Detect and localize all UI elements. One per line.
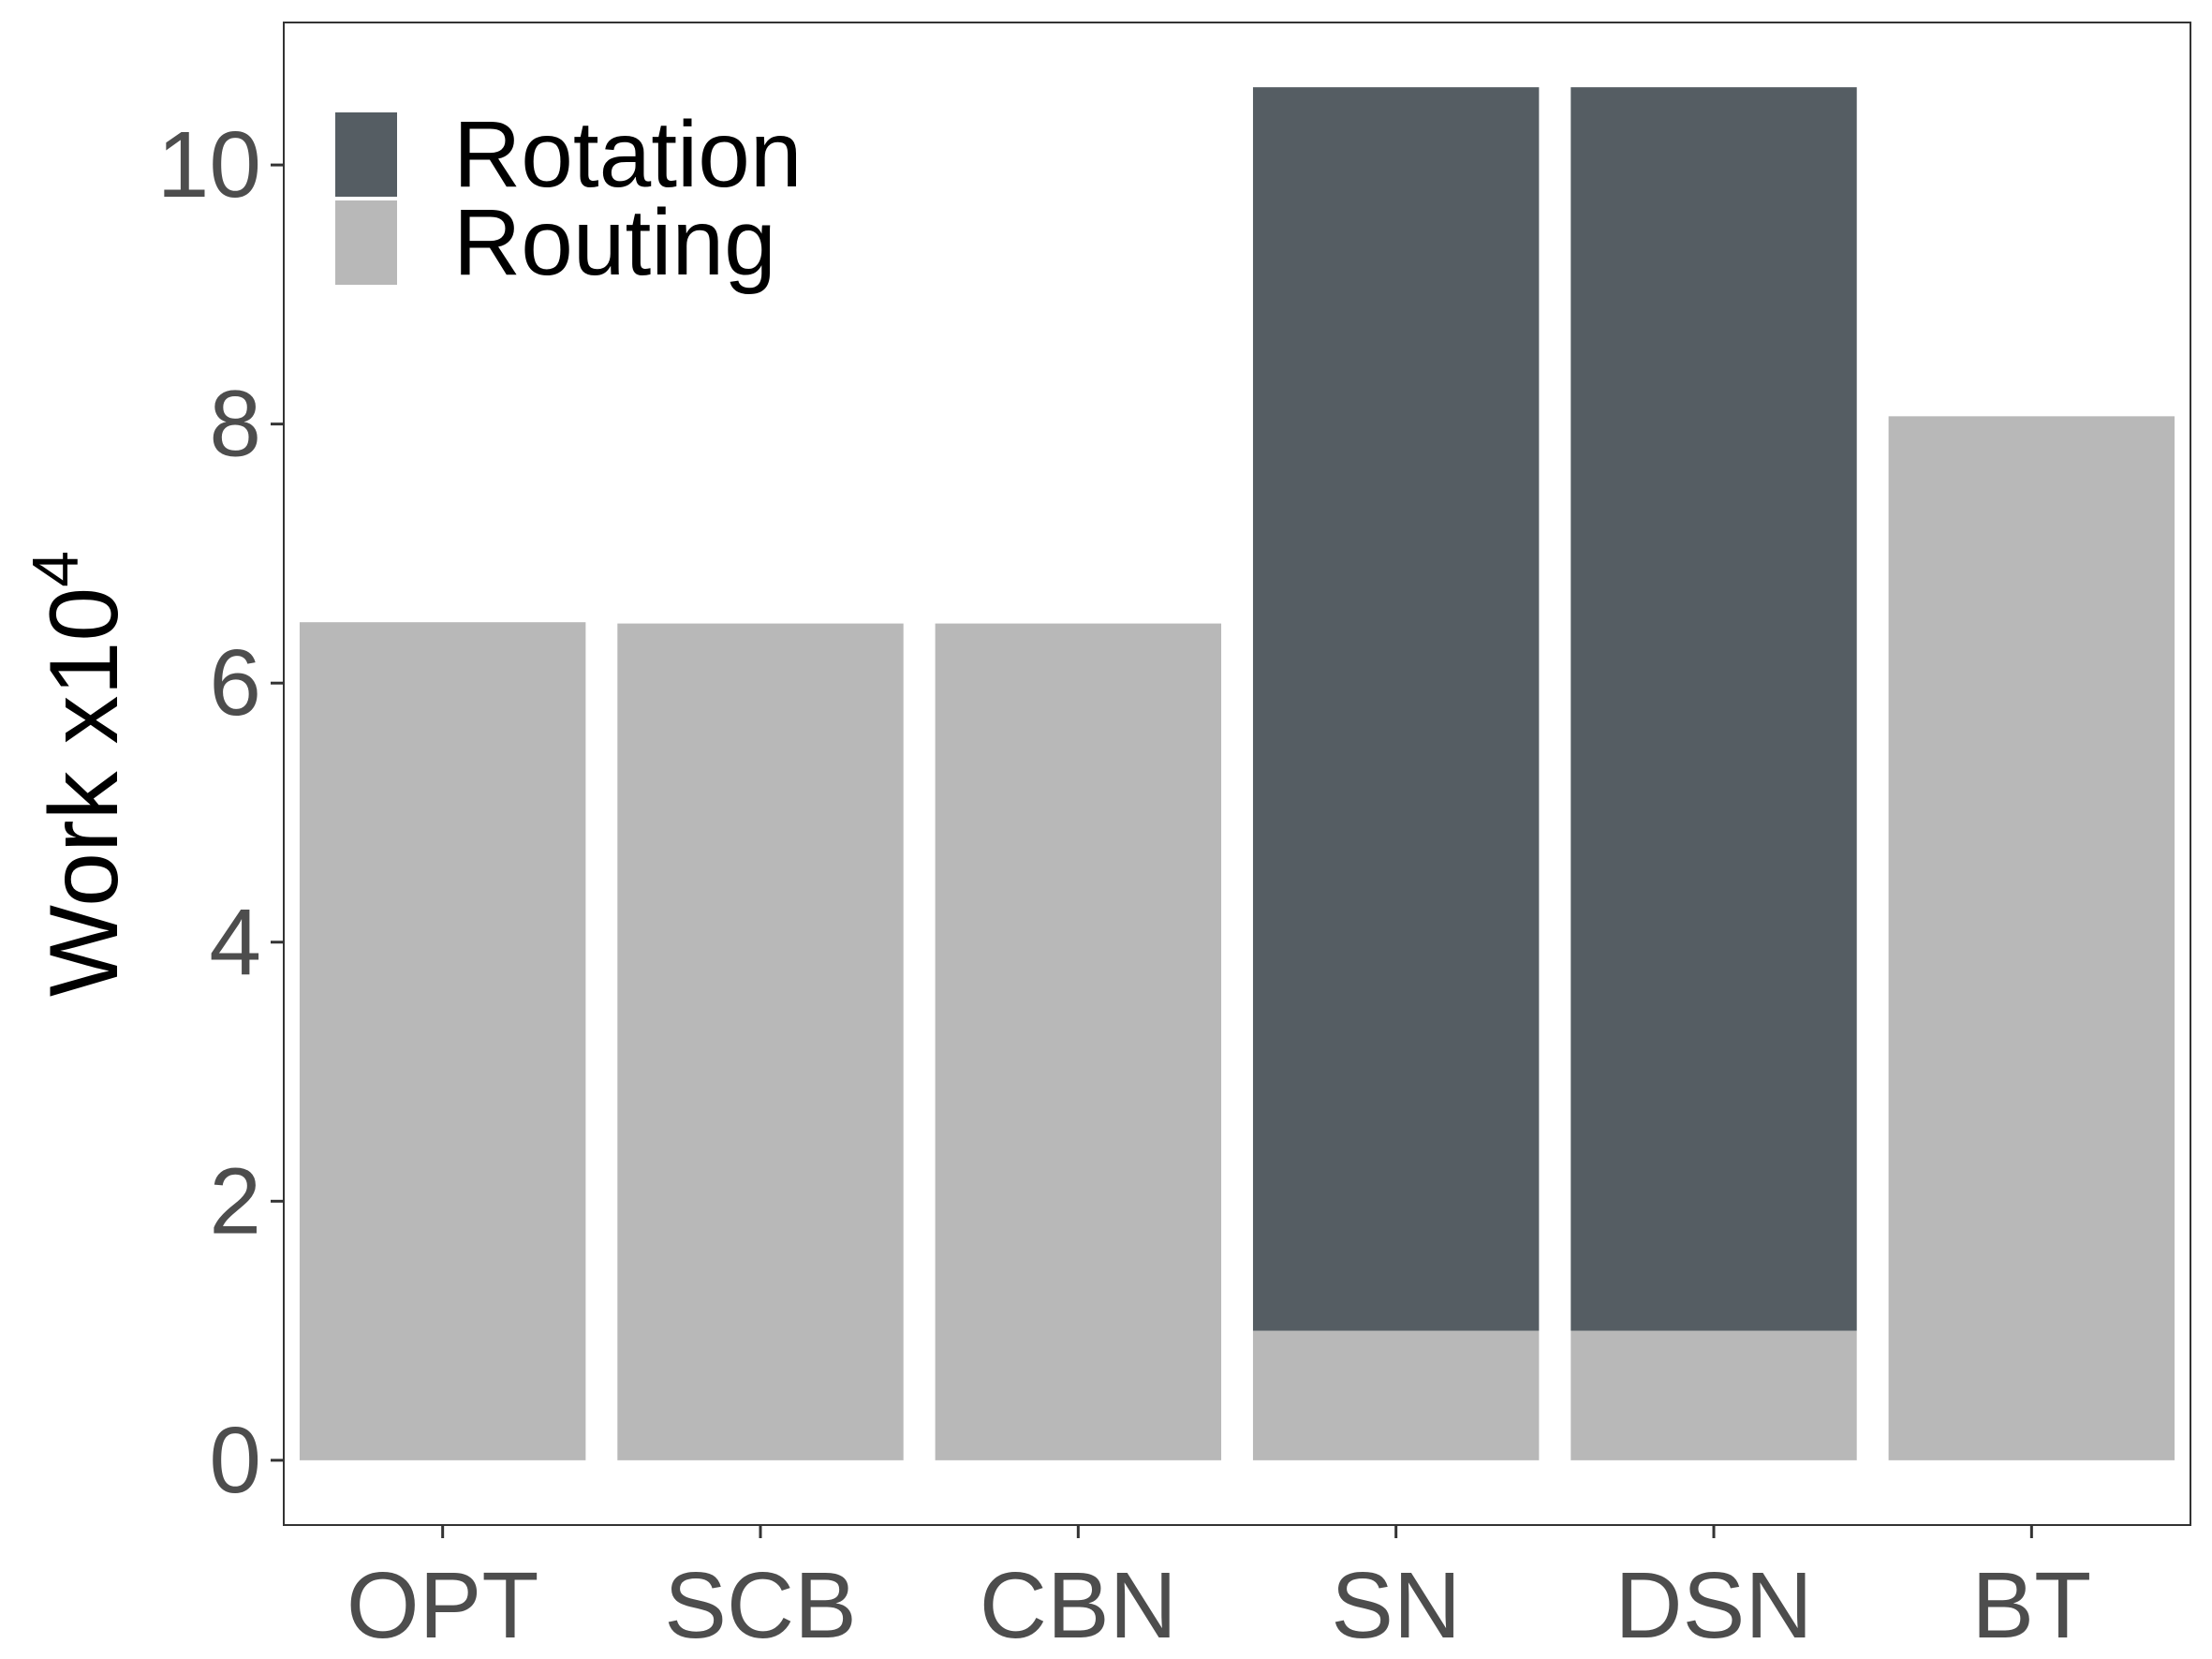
bar-routing-cbn [935, 623, 1222, 1460]
bar-routing-scb [617, 623, 904, 1460]
y-tick-label: 0 [209, 1408, 261, 1513]
y-tick-label: 4 [209, 890, 261, 995]
y-axis-title: Work x104 [19, 551, 139, 997]
bar-rotation-dsn [1571, 87, 1857, 1331]
x-tick-label-sn: SN [1331, 1553, 1461, 1658]
y-tick-label: 6 [209, 630, 261, 735]
x-tick-label-dsn: DSN [1615, 1553, 1812, 1658]
plot-panel-border [283, 22, 2191, 1526]
y-tick-label: 8 [209, 372, 261, 477]
bar-routing-sn [1252, 1330, 1540, 1460]
bar-routing-dsn [1571, 1330, 1857, 1460]
x-tick-label-scb: SCB [664, 1553, 857, 1658]
legend-key-rotation [335, 112, 397, 197]
bar-routing-bt [1888, 416, 2175, 1460]
x-tick-label-opt: OPT [347, 1553, 539, 1658]
legend-label-rotation: Rotation [453, 102, 802, 207]
y-tick-label: 10 [157, 112, 261, 217]
y-axis: 0 2 4 6 8 10 [157, 112, 284, 1513]
y-tick-label: 2 [209, 1148, 261, 1253]
bar-rotation-sn [1252, 87, 1540, 1331]
legend-label-routing: Routing [453, 190, 776, 295]
bar-routing-opt [299, 622, 586, 1460]
x-axis: OPT SCB CBN SN DSN BT [347, 1525, 2091, 1658]
x-tick-label-cbn: CBN [980, 1553, 1177, 1658]
y-axis-title-superscript: 4 [19, 551, 92, 587]
legend-key-routing [335, 200, 397, 285]
x-tick-label-bt: BT [1971, 1553, 2091, 1658]
bars-layer [299, 87, 2175, 1460]
